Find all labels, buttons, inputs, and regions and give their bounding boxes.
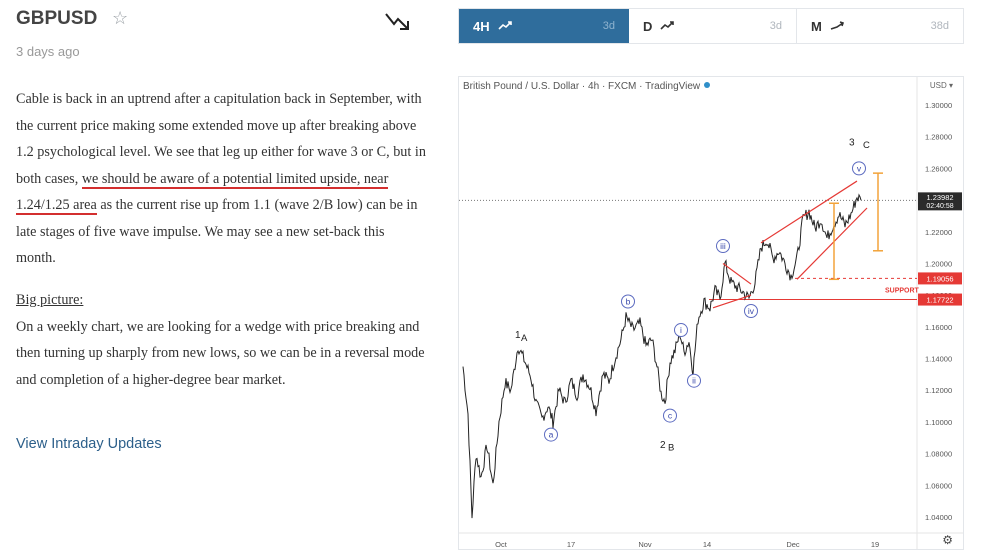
x-tick-label: Nov [638, 540, 652, 549]
triangle-upper-line [722, 262, 752, 285]
wave-label-ii-marker [687, 373, 701, 388]
big-picture-title: Big picture: [16, 292, 84, 308]
symbol-title: GBPUSD [16, 8, 98, 29]
x-tick-label: Dec [786, 540, 800, 549]
big-picture-section: Big picture: On a weekly chart, we are l… [16, 287, 426, 393]
wave-label-a: a [549, 430, 554, 440]
wave-label-1a: A [521, 333, 528, 344]
trend-up-icon [660, 21, 675, 30]
trend-up-icon [498, 21, 512, 30]
y-tick-label: 1.08000 [925, 450, 952, 459]
big-picture-text: On a weekly chart, we are looking for a … [16, 318, 425, 388]
support-label: SUPPORT [885, 288, 920, 295]
wave-label-i: i [680, 325, 682, 335]
wave-label-iv-marker [744, 304, 758, 318]
paragraph-text-end: as the current rise up from 1.1 (wave 2/… [16, 197, 418, 266]
gear-icon[interactable]: ⚙ [942, 533, 953, 547]
wedge-lower-line [796, 207, 868, 280]
tab-m-label: M [811, 18, 822, 34]
analysis-paragraph: Cable is back in an uptrend after a capi… [16, 86, 426, 272]
highlighted-warning: we should be aware of a potential limite… [16, 170, 389, 215]
y-tick-label: 1.04000 [925, 513, 952, 522]
y-tick-label: 1.20000 [925, 259, 952, 268]
tab-d-range: 3d [769, 20, 782, 32]
wave-label-ii: ii [692, 376, 696, 386]
star-icon[interactable]: ☆ [112, 8, 129, 28]
support-level-tag [918, 272, 962, 285]
currency-label[interactable]: USD ▾ [929, 81, 953, 90]
y-tick-label: 1.14000 [925, 355, 952, 364]
y-tick-label: 1.06000 [925, 481, 952, 490]
y-tick-label: 1.16000 [925, 323, 952, 332]
y-tick-label: 1.26000 [925, 164, 952, 173]
timeframe-tabs: 4H 3d D 3d M 38d [458, 8, 964, 44]
y-tick-label: 1.12000 [925, 386, 952, 395]
x-tick-label: Oct [495, 540, 508, 549]
paragraph-text-start: Cable is back in an uptrend after a capi… [16, 91, 426, 187]
posted-time: 3 days ago [16, 44, 80, 59]
y-tick-label: 1.30000 [925, 101, 952, 110]
wave-label-1: 1 [515, 330, 521, 341]
wave-label-c: c [668, 411, 673, 421]
countdown-label: 02:40:58 [926, 203, 953, 210]
tab-d-label: D [643, 18, 653, 34]
wave-label-i-marker [674, 323, 688, 338]
current-price-label: 1.23982 [926, 193, 953, 202]
wave-label-3c: C [863, 140, 870, 151]
chart-caption: British Pound / U.S. Dollar · 4h · FXCM … [463, 81, 711, 92]
wave-label-iv: iv [748, 306, 755, 316]
support-level-label: 1.19056 [926, 274, 953, 283]
price-series-line [462, 193, 862, 519]
wave-label-v: v [857, 163, 862, 173]
x-tick-label: 17 [567, 540, 575, 549]
tab-d[interactable]: D 3d [629, 9, 797, 43]
view-intraday-updates-link[interactable]: View Intraday Updates [16, 436, 162, 452]
wave-label-iii-marker [716, 239, 730, 254]
chart-title: British Pound / U.S. Dollar · 4h · FXCM … [463, 81, 701, 92]
y-tick-label: 1.22000 [925, 228, 952, 237]
wave-label-v-marker [852, 161, 866, 176]
wave-label-2: 2 [660, 440, 666, 451]
wedge-upper-line [760, 180, 858, 244]
x-tick-label: 19 [871, 540, 879, 549]
wave-label-a-marker [544, 427, 558, 442]
y-tick-label: 1.10000 [925, 418, 952, 427]
tab-4h-label: 4H [473, 18, 490, 34]
chart-canvas[interactable]: 1.300001.280001.260001.240001.220001.200… [459, 77, 963, 549]
triangle-lower-line [712, 294, 752, 309]
wave-label-b: b [626, 296, 631, 306]
wave-label-iii: iii [720, 241, 726, 251]
live-dot-icon [704, 82, 711, 88]
x-tick-label: 14 [703, 540, 711, 549]
trend-up-icon [830, 21, 844, 30]
article-panel: GBPUSD ☆ 3 days ago Cable is back in an … [0, 0, 440, 556]
wave-label-b-marker [621, 294, 635, 309]
tab-m-range: 38d [930, 20, 949, 32]
tab-4h[interactable]: 4H 3d [459, 9, 629, 43]
y-tick-label: 1.28000 [925, 133, 952, 142]
wave-label-c-marker [663, 408, 677, 423]
price-chart[interactable]: 1.300001.280001.260001.240001.220001.200… [458, 76, 964, 550]
trend-down-arrow-icon[interactable] [384, 10, 412, 34]
support-level-label: 1.17722 [926, 296, 953, 305]
wave-label-3: 3 [849, 137, 855, 148]
tab-m[interactable]: M 38d [797, 9, 963, 43]
tab-4h-range: 3d [602, 20, 615, 32]
support-level-tag [918, 293, 962, 306]
current-price-tag [918, 192, 962, 211]
wave-label-2b: B [668, 442, 674, 453]
